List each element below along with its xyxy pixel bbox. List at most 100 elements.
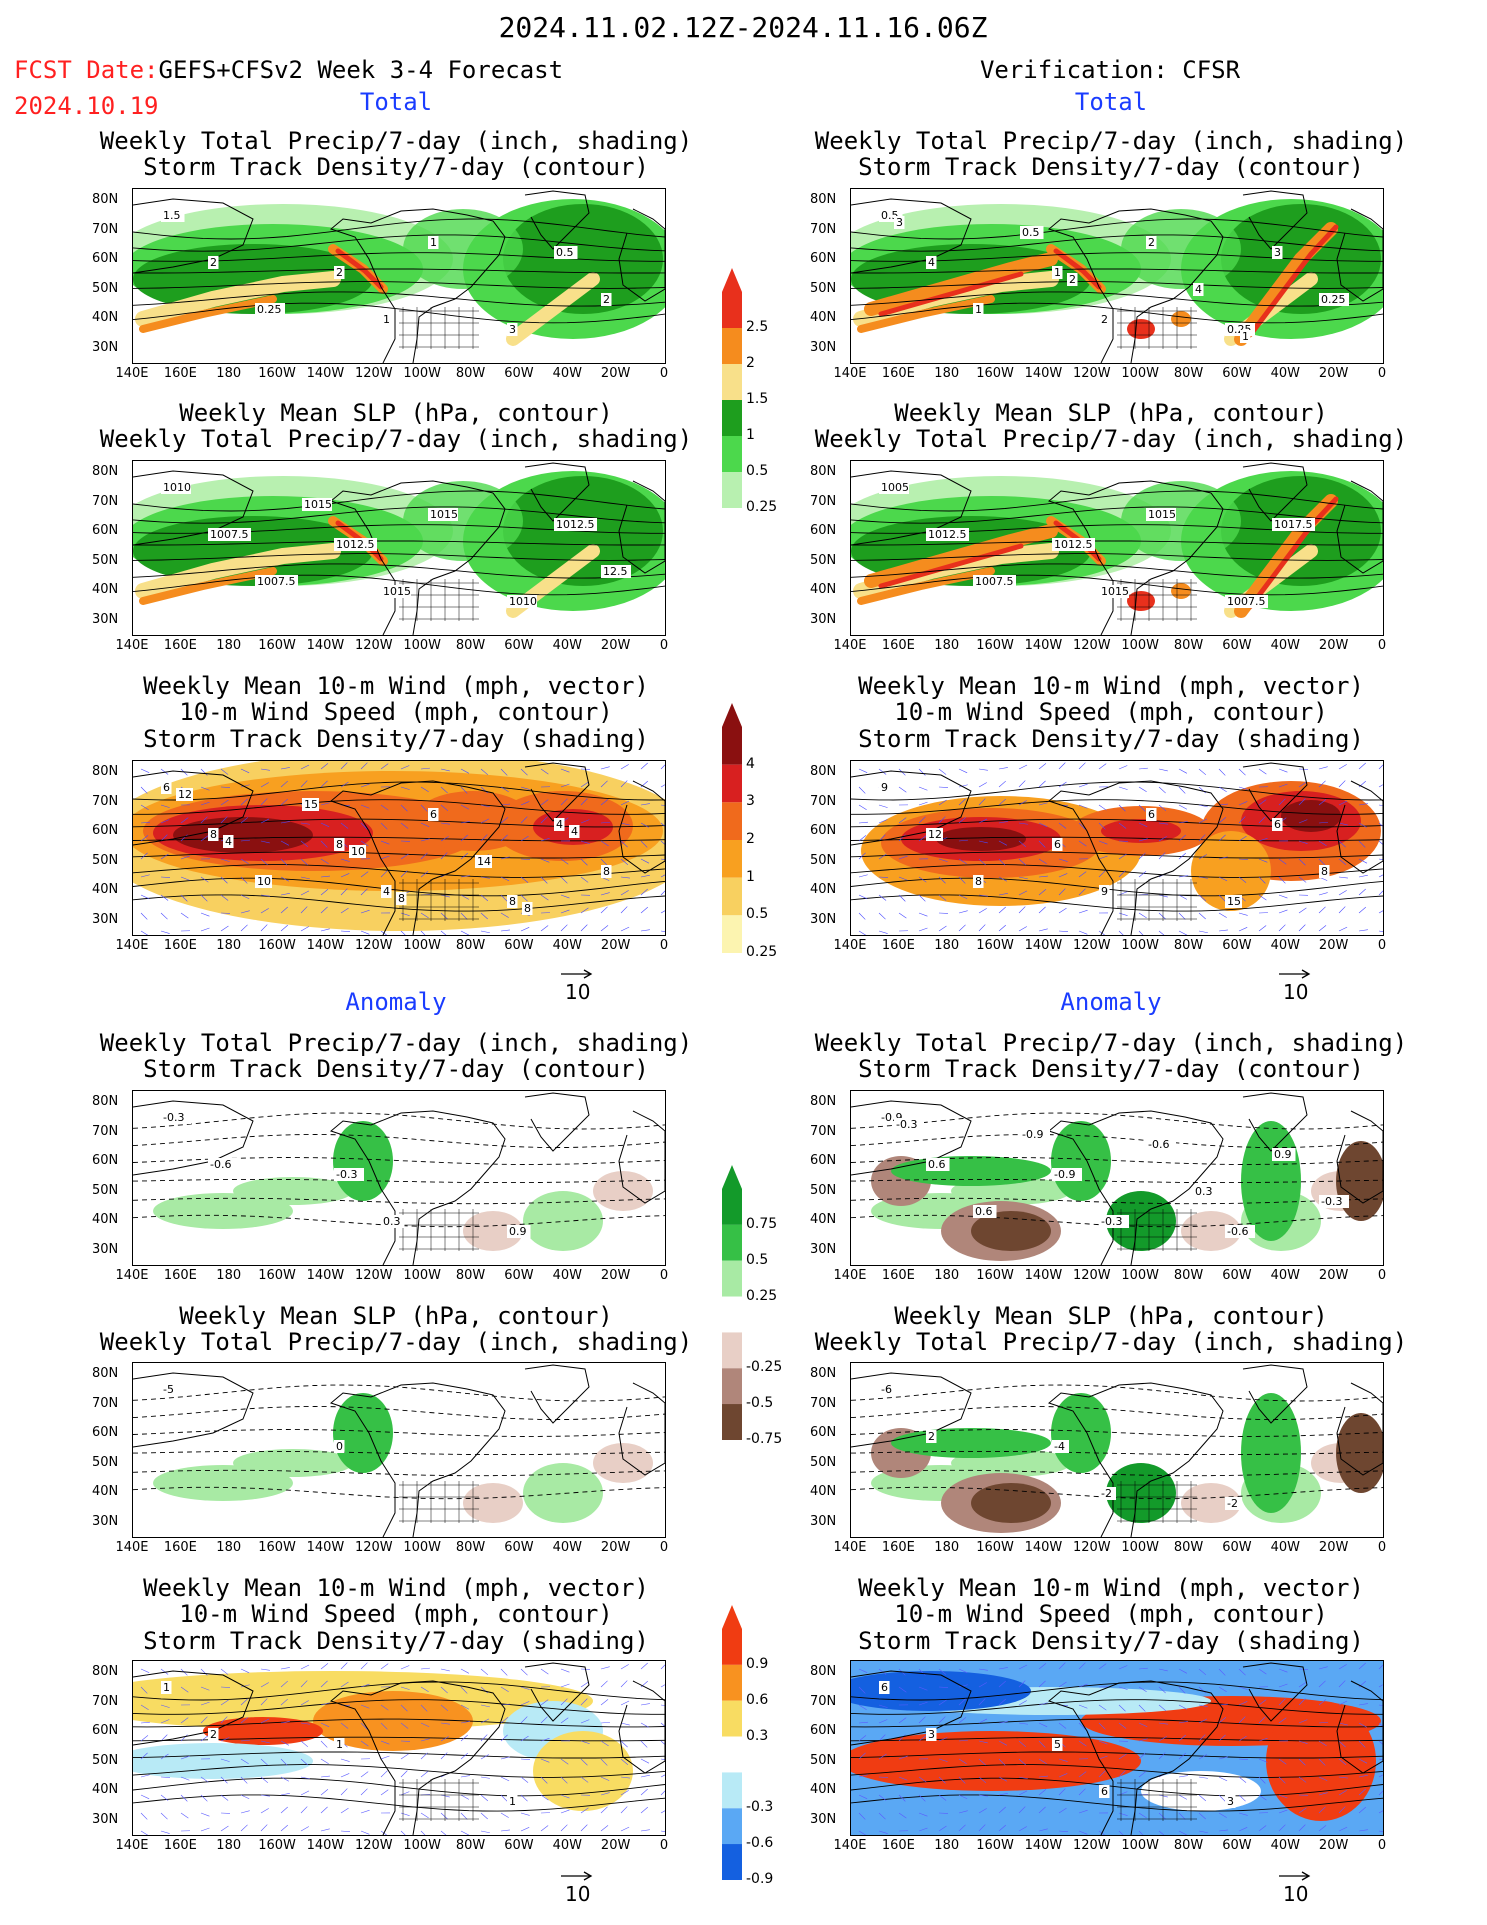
title-L2-line2: Weekly Total Precip/7-day (inch, shading… <box>99 425 693 453</box>
contour-label: 1 <box>163 1681 170 1694</box>
lon-label: 180 <box>934 1268 960 1283</box>
lon-label: 40W <box>1270 1540 1300 1555</box>
lat-label: 30N <box>810 1513 837 1529</box>
contour-label: 1012.5 <box>556 518 595 531</box>
title-L6-line2: 10-m Wind Speed (mph, contour) <box>179 1600 613 1628</box>
lon-label: 140E <box>115 638 149 653</box>
lon-label: 120W <box>354 938 393 953</box>
colorbar-tick-label: 0.5 <box>746 1251 769 1268</box>
lon-label: 160E <box>163 1838 197 1853</box>
lon-label: 140E <box>115 366 149 381</box>
contour-label: 6 <box>163 781 170 794</box>
lon-label: 40W <box>1270 938 1300 953</box>
lon-label: 0 <box>1377 1268 1387 1283</box>
title-R5-line1: Weekly Mean SLP (hPa, contour) <box>894 1302 1328 1330</box>
lon-label: 0 <box>1377 1540 1387 1555</box>
contour-label: 8 <box>336 838 343 851</box>
contour-label: 0.6 <box>975 1205 993 1218</box>
lon-label: 160W <box>976 366 1014 381</box>
lat-label: 70N <box>92 493 119 509</box>
lat-label: 50N <box>810 1752 837 1768</box>
lon-label: 100W <box>1121 938 1160 953</box>
lat-label: 30N <box>92 1811 119 1827</box>
contour-label: 0.25 <box>1321 293 1346 306</box>
lon-label: 40W <box>1270 366 1300 381</box>
map-panel-L3: 6 8 8 8 4 4 10 6 8 15 14 12 10 8 4 8 4 <box>132 760 666 936</box>
fcst-line: FCST Date:GEFS+CFSv2 Week 3-4 Forecast <box>14 58 563 82</box>
colorbar-tick-label: 2.5 <box>746 319 769 335</box>
lat-label: 30N <box>810 911 837 927</box>
lon-label: 140W <box>1024 1268 1063 1283</box>
lon-label: 160W <box>258 1838 296 1853</box>
lat-label: 40N <box>810 1484 837 1499</box>
title-L3-line3: Storm Track Density/7-day (shading) <box>143 725 649 753</box>
lon-label: 40W <box>1270 1838 1300 1853</box>
contour-label: 2 <box>1101 313 1108 326</box>
lon-label: 60W <box>504 1268 534 1283</box>
colorbar-tick-label: 1 <box>746 427 755 443</box>
contour-label: 2 <box>210 1728 217 1741</box>
lon-label: 120W <box>354 1540 393 1555</box>
contour-label: 2 <box>210 256 217 269</box>
lon-label: 80W <box>1173 1540 1204 1555</box>
lon-label: 160W <box>976 638 1014 653</box>
lon-label: 60W <box>1222 366 1252 381</box>
lon-label: 60W <box>504 938 534 953</box>
contour-label: 10 <box>257 875 271 888</box>
lon-label: 100W <box>403 366 442 381</box>
lon-label: 120W <box>1072 938 1111 953</box>
contour-label: -2 <box>1227 1497 1238 1510</box>
lon-label: 160E <box>881 1540 915 1555</box>
lat-label: 40N <box>92 310 119 325</box>
title-L3-line1: Weekly Mean 10-m Wind (mph, vector) <box>143 672 649 700</box>
lat-label: 80N <box>92 1366 119 1381</box>
map-panel-L4: -0.3 -0.3 0.9 -0.6 0.3 <box>132 1090 666 1266</box>
contour-label: 3 <box>928 1728 935 1741</box>
colorbar-tick-label: -0.6 <box>746 1835 774 1852</box>
colorbar-tick-label: -0.3 <box>746 1799 774 1816</box>
lon-label: 40W <box>1270 1268 1300 1283</box>
map-panel-L1: 1.5 2 3 2 1 0.5 0.25 1 2 <box>132 188 666 364</box>
title-L4-line1: Weekly Total Precip/7-day (inch, shading… <box>99 1029 693 1057</box>
contour-label: -0.3 <box>163 1111 184 1124</box>
lon-label: 140E <box>833 1268 867 1283</box>
contour-label: 1 <box>1054 266 1061 279</box>
contour-label: 8 <box>509 895 516 908</box>
lon-label: 80W <box>455 1268 486 1283</box>
lon-label: 180 <box>934 1838 960 1853</box>
lat-label: 70N <box>810 493 837 509</box>
lon-label: 20W <box>1318 366 1349 381</box>
title-R6-line3: Storm Track Density/7-day (shading) <box>858 1627 1364 1655</box>
map-panel-R6: 6 5 3 3 6 <box>850 1660 1384 1836</box>
vector-ref-arrow-icon <box>1279 969 1311 979</box>
contour-label: 12 <box>178 788 192 801</box>
contour-label: 6 <box>1148 808 1155 821</box>
fcst-date: 2024.10.19 <box>14 92 159 120</box>
lon-label: 100W <box>403 1268 442 1283</box>
colorbar-tick-label: -0.5 <box>746 1395 774 1412</box>
lat-label: 80N <box>810 1094 837 1109</box>
contour-label: 2 <box>1148 236 1155 249</box>
title-R3-line1: Weekly Mean 10-m Wind (mph, vector) <box>858 672 1364 700</box>
lon-label: 120W <box>1072 366 1111 381</box>
lon-label: 180 <box>934 366 960 381</box>
lat-label: 30N <box>810 1241 837 1257</box>
contour-label: 9 <box>881 781 888 794</box>
contour-label: 4 <box>556 818 563 831</box>
contour-label: 4 <box>571 825 578 838</box>
colorbar-tick-label: 0.25 <box>746 944 778 960</box>
lat-label: 40N <box>810 1782 837 1797</box>
lat-label: 80N <box>92 764 119 779</box>
lon-label: 80W <box>455 638 486 653</box>
contour-label: 4 <box>225 835 232 848</box>
lon-label: 160W <box>976 1838 1014 1853</box>
lon-label: 80W <box>1173 1268 1204 1283</box>
contour-label: 8 <box>524 902 531 915</box>
section-anomaly-right: Anomaly <box>1060 988 1162 1016</box>
date-range-title: 2024.11.02.12Z-2024.11.16.06Z <box>498 11 988 44</box>
contour-label: -6 <box>881 1383 892 1396</box>
lon-label: 20W <box>1318 1268 1349 1283</box>
lon-label: 160W <box>258 938 296 953</box>
title-R5-line2: Weekly Total Precip/7-day (inch, shading… <box>814 1328 1408 1356</box>
lon-label: 20W <box>600 366 631 381</box>
